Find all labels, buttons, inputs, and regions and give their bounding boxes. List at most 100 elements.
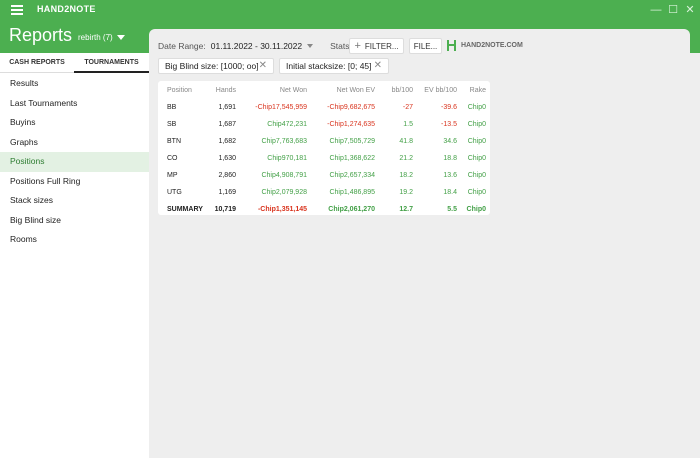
cell-net-won: Chip472,231 xyxy=(267,121,307,128)
filter-chip-label: Big Blind size: [1000; oo] xyxy=(165,61,259,71)
cell-net-won-ev: -Chip9,682,675 xyxy=(327,104,375,111)
positions-table-card: Position Hands Net Won Net Won EV bb/100… xyxy=(158,81,490,215)
cell-hands: 1,682 xyxy=(218,138,236,145)
minimize-icon[interactable]: — xyxy=(650,4,662,16)
cell-ev-bb100: 18.8 xyxy=(443,155,457,162)
table-header-row: Position Hands Net Won Net Won EV bb/100… xyxy=(158,81,490,99)
close-icon[interactable]: ✕ xyxy=(258,60,267,71)
column-header[interactable]: bb/100 xyxy=(391,86,413,94)
cell-hands: 10,719 xyxy=(214,206,236,213)
tab-cash-reports[interactable]: CASH REPORTS xyxy=(9,59,65,66)
cell-ev-bb100: 5.5 xyxy=(447,206,457,213)
cell-bb100: 41.8 xyxy=(399,138,413,145)
cell-hands: 1,169 xyxy=(218,189,236,196)
cell-hands: 2,860 xyxy=(218,172,236,179)
file-button[interactable]: FILE... xyxy=(409,38,442,54)
filter-button-label: FILTER... xyxy=(364,41,399,51)
cell-ev-bb100: -39.6 xyxy=(441,104,457,111)
cell-net-won-ev: Chip1,486,895 xyxy=(329,189,375,196)
logo-icon xyxy=(447,40,457,51)
report-tabs: CASH REPORTS TOURNAMENTS xyxy=(0,53,149,73)
filter-chip: Initial stacksize: [0; 45] ✕ xyxy=(279,58,389,74)
chevron-down-icon xyxy=(116,35,125,40)
cell-net-won-ev: Chip2,657,334 xyxy=(329,172,375,179)
cell-bb100: 18.2 xyxy=(399,172,413,179)
column-header[interactable]: Net Won xyxy=(279,86,307,94)
page-title: Reports xyxy=(9,25,73,45)
column-header[interactable]: Net Won EV xyxy=(336,86,375,94)
table-row[interactable]: UTG 1,169 Chip2,079,928 Chip1,486,895 19… xyxy=(158,184,490,201)
cell-bb100: 1.5 xyxy=(403,121,413,128)
cell-position: BB xyxy=(167,104,177,111)
chevron-down-icon[interactable] xyxy=(307,44,314,48)
maximize-icon[interactable]: ☐ xyxy=(668,4,678,16)
table-row[interactable]: MP 2,860 Chip4,908,791 Chip2,657,334 18.… xyxy=(158,167,490,184)
logo-text: HAND2NOTE.COM xyxy=(461,42,523,49)
cell-net-won-ev: -Chip1,274,635 xyxy=(327,121,375,128)
menu-icon[interactable] xyxy=(11,5,23,15)
column-header[interactable]: Position xyxy=(167,86,192,94)
close-icon[interactable]: ✕ xyxy=(373,60,382,71)
cell-rake: Chip0 xyxy=(467,155,486,162)
sidebar-item-big-blind-size[interactable]: Big Blind size xyxy=(10,214,62,225)
date-range-label: Date Range: xyxy=(158,41,206,51)
stats-label: Stats: xyxy=(330,41,352,51)
cell-hands: 1,630 xyxy=(218,155,236,162)
column-header[interactable]: EV bb/100 xyxy=(424,86,457,94)
sidebar-item-positions-full-ring[interactable]: Positions Full Ring xyxy=(10,175,81,186)
cell-net-won-ev: Chip2,061,270 xyxy=(328,206,375,213)
cell-ev-bb100: 13.6 xyxy=(443,172,457,179)
tab-tournaments[interactable]: TOURNAMENTS xyxy=(74,53,149,73)
cell-rake: Chip0 xyxy=(466,206,486,213)
hand2note-logo[interactable]: HAND2NOTE.COM xyxy=(447,40,523,51)
column-header[interactable]: Rake xyxy=(469,86,486,94)
column-header[interactable]: Hands xyxy=(215,86,236,94)
file-button-label: FILE... xyxy=(413,41,438,51)
sidebar-item-positions[interactable]: Positions xyxy=(0,152,149,172)
sidebar-item-rooms[interactable]: Rooms xyxy=(10,234,37,244)
cell-hands: 1,687 xyxy=(218,121,236,128)
table-row[interactable]: BB 1,691 -Chip17,545,959 -Chip9,682,675 … xyxy=(158,99,490,116)
cell-rake: Chip0 xyxy=(467,121,486,128)
table-body: BB 1,691 -Chip17,545,959 -Chip9,682,675 … xyxy=(158,99,490,218)
cell-bb100: 21.2 xyxy=(399,155,413,162)
cell-position: UTG xyxy=(167,189,182,196)
filter-chip-label: Initial stacksize: [0; 45] xyxy=(286,61,372,71)
sidebar-item-last-tournaments[interactable]: Last Tournaments xyxy=(10,97,78,108)
cell-net-won-ev: Chip7,505,729 xyxy=(329,138,375,145)
cell-hands: 1,691 xyxy=(218,104,236,111)
cell-rake: Chip0 xyxy=(467,172,486,179)
report-menu: Results Last Tournaments Buyins Graphs P… xyxy=(0,74,149,250)
cell-bb100: -27 xyxy=(402,104,413,111)
cell-ev-bb100: 34.6 xyxy=(443,138,457,145)
close-icon[interactable]: ✕ xyxy=(685,4,695,16)
cell-net-won: Chip4,908,791 xyxy=(261,172,307,179)
sidebar-item-results[interactable]: Results xyxy=(10,78,39,88)
cell-rake: Chip0 xyxy=(467,189,486,196)
cell-net-won: Chip2,079,928 xyxy=(261,189,307,196)
cell-position: MP xyxy=(167,172,178,179)
table-row[interactable]: CO 1,630 Chip970,181 Chip1,368,622 21.2 … xyxy=(158,150,490,167)
cell-bb100: 12.7 xyxy=(399,206,413,213)
cell-net-won: -Chip17,545,959 xyxy=(255,104,307,111)
profile-label: rebirth (7) xyxy=(78,33,113,42)
profile-selector[interactable]: rebirth (7) xyxy=(78,33,125,42)
cell-net-won: Chip7,763,683 xyxy=(261,138,307,145)
cell-ev-bb100: 18.4 xyxy=(443,189,457,196)
title-bar: HAND2NOTE — ☐ ✕ xyxy=(0,0,700,20)
sidebar-item-stack-sizes[interactable]: Stack sizes xyxy=(10,195,53,205)
app-title: HAND2NOTE xyxy=(37,4,96,14)
date-range-selector[interactable]: 01.11.2022 - 30.11.2022 xyxy=(210,41,303,51)
filter-bar: Date Range: 01.11.2022 - 30.11.2022 Stat… xyxy=(158,38,352,54)
summary-row[interactable]: SUMMARY 10,719 -Chip1,351,145 Chip2,061,… xyxy=(158,201,490,218)
cell-net-won: Chip970,181 xyxy=(267,155,307,162)
sidebar-item-buyins[interactable]: Buyins xyxy=(10,117,36,127)
sidebar-item-graphs[interactable]: Graphs xyxy=(10,136,38,147)
filter-button[interactable]: + FILTER... xyxy=(349,38,404,54)
cell-position: BTN xyxy=(167,138,181,145)
cell-rake: Chip0 xyxy=(467,138,486,145)
cell-rake: Chip0 xyxy=(467,104,486,111)
cell-bb100: 19.2 xyxy=(399,189,413,196)
table-row[interactable]: BTN 1,682 Chip7,763,683 Chip7,505,729 41… xyxy=(158,133,490,150)
table-row[interactable]: SB 1,687 Chip472,231 -Chip1,274,635 1.5 … xyxy=(158,116,490,133)
